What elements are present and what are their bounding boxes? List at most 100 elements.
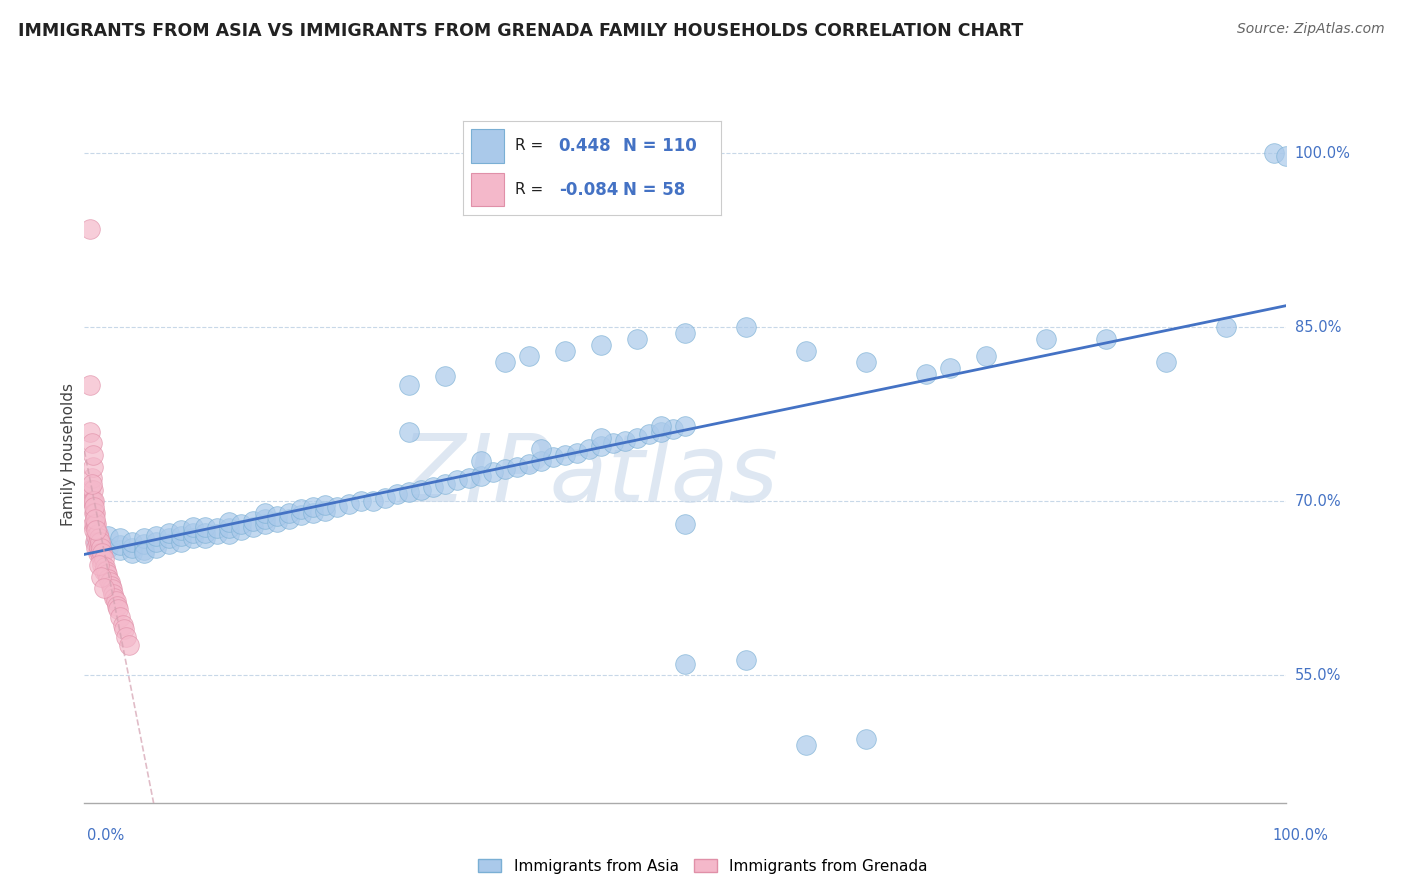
Text: -0.084: -0.084	[558, 181, 619, 199]
Point	[90, 569, 112, 583]
Point	[115, 630, 138, 644]
Point	[229, 523, 252, 537]
Point	[266, 509, 288, 524]
Point	[626, 332, 648, 346]
Point	[482, 466, 505, 480]
Point	[494, 355, 516, 369]
Point	[107, 602, 129, 616]
Point	[110, 532, 132, 546]
Point	[242, 520, 264, 534]
Point	[86, 534, 108, 549]
Point	[422, 480, 444, 494]
Point	[84, 517, 107, 532]
Point	[79, 483, 101, 497]
Point	[86, 523, 108, 537]
Point	[194, 520, 217, 534]
Point	[110, 610, 132, 624]
Point	[229, 517, 252, 532]
Point	[567, 445, 589, 459]
Point	[650, 425, 672, 439]
Point	[578, 442, 600, 457]
Point	[1035, 332, 1057, 346]
Text: N = 58: N = 58	[623, 181, 686, 199]
Point	[290, 508, 312, 523]
Point	[517, 457, 540, 471]
Point	[80, 476, 103, 491]
Point	[94, 564, 117, 578]
Point	[80, 471, 103, 485]
Point	[939, 361, 962, 376]
Point	[90, 541, 112, 555]
Point	[97, 541, 120, 555]
Point	[83, 494, 105, 508]
Text: 100.0%: 100.0%	[1295, 146, 1351, 161]
Point	[82, 459, 104, 474]
Point	[169, 523, 191, 537]
Point	[470, 468, 492, 483]
Point	[434, 369, 457, 384]
Point	[218, 521, 240, 535]
Point	[121, 541, 143, 555]
Point	[134, 543, 156, 558]
Point	[181, 525, 204, 540]
Point	[84, 506, 107, 520]
Point	[277, 511, 299, 525]
Point	[121, 546, 143, 560]
Point	[134, 532, 156, 546]
Point	[398, 485, 420, 500]
Point	[84, 534, 107, 549]
Text: 0.448: 0.448	[558, 136, 612, 155]
Point	[277, 506, 299, 520]
Point	[314, 498, 336, 512]
Point	[87, 532, 110, 546]
Point	[110, 543, 132, 558]
Point	[794, 343, 817, 358]
Text: 70.0%: 70.0%	[1295, 494, 1341, 508]
Point	[145, 534, 167, 549]
Point	[675, 657, 697, 671]
Point	[86, 541, 108, 555]
Point	[326, 500, 349, 514]
Point	[253, 517, 276, 532]
Text: R =: R =	[515, 183, 543, 197]
Point	[110, 538, 132, 552]
Point	[93, 564, 115, 578]
Point	[82, 448, 104, 462]
Point	[494, 462, 516, 476]
Point	[398, 378, 420, 392]
Point	[638, 427, 661, 442]
Point	[97, 572, 120, 586]
Point	[675, 326, 697, 341]
Point	[87, 558, 110, 573]
Point	[103, 591, 125, 605]
Point	[554, 448, 576, 462]
Point	[87, 541, 110, 555]
Point	[1156, 355, 1178, 369]
Point	[84, 511, 107, 525]
Point	[290, 502, 312, 516]
Point	[89, 546, 111, 560]
Point	[218, 515, 240, 529]
Point	[675, 419, 697, 434]
Point	[121, 534, 143, 549]
Text: R =: R =	[515, 138, 543, 153]
Point	[82, 517, 104, 532]
Point	[1263, 146, 1285, 161]
Point	[541, 450, 564, 465]
Point	[194, 525, 217, 540]
Text: 55.0%: 55.0%	[1295, 668, 1341, 682]
Point	[79, 222, 101, 236]
Text: Source: ZipAtlas.com: Source: ZipAtlas.com	[1237, 22, 1385, 37]
Point	[301, 500, 323, 514]
Text: ZIPatlas: ZIPatlas	[401, 430, 778, 521]
Point	[94, 560, 117, 574]
Text: 85.0%: 85.0%	[1295, 320, 1341, 334]
Point	[662, 422, 685, 436]
Point	[80, 494, 103, 508]
Point	[794, 738, 817, 752]
Point	[181, 520, 204, 534]
Point	[83, 500, 105, 514]
Point	[105, 599, 128, 613]
Point	[458, 471, 481, 485]
Point	[104, 594, 127, 608]
